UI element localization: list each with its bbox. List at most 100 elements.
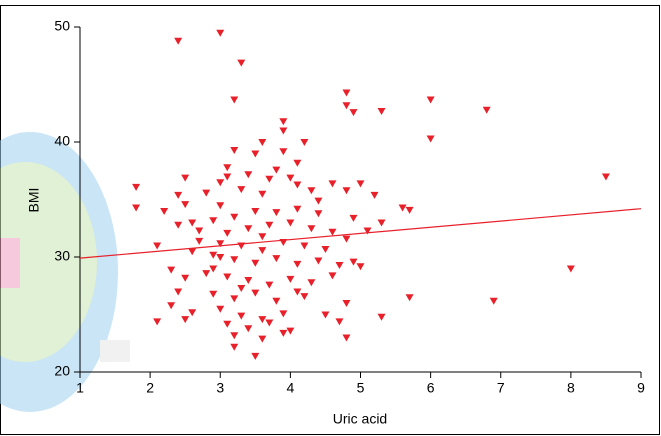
point <box>230 213 239 221</box>
point <box>202 189 211 197</box>
point <box>237 312 246 320</box>
point <box>426 135 435 143</box>
point <box>335 262 344 270</box>
point <box>293 260 302 268</box>
x-tick-label: 7 <box>497 380 505 396</box>
point <box>132 204 141 212</box>
point <box>181 316 190 324</box>
point <box>174 288 183 296</box>
point <box>265 281 274 289</box>
point <box>251 289 260 297</box>
point <box>566 265 575 273</box>
point <box>342 187 351 195</box>
background-blur <box>0 132 130 412</box>
point <box>265 319 274 327</box>
point <box>258 335 267 343</box>
point <box>601 173 610 181</box>
point <box>272 297 281 305</box>
y-tick-label: 50 <box>54 18 70 34</box>
x-tick-label: 9 <box>637 380 645 396</box>
point <box>405 294 414 302</box>
point <box>342 89 351 97</box>
y-tick-label: 20 <box>54 363 70 379</box>
point <box>377 219 386 227</box>
point <box>230 332 239 340</box>
point <box>328 228 337 236</box>
point <box>216 240 225 248</box>
point <box>209 251 218 259</box>
point <box>314 197 323 205</box>
point <box>230 343 239 351</box>
point <box>195 237 204 245</box>
point <box>356 180 365 188</box>
point <box>209 265 218 273</box>
point <box>209 217 218 225</box>
point <box>181 201 190 209</box>
point <box>300 293 309 301</box>
point <box>209 290 218 298</box>
x-tick-label: 8 <box>567 380 575 396</box>
fit-line <box>79 208 642 259</box>
x-axis-label: Uric acid <box>333 411 387 427</box>
point <box>405 206 414 214</box>
x-tick-label: 4 <box>286 380 294 396</box>
x-tick-label: 5 <box>357 380 365 396</box>
point <box>258 316 267 324</box>
point <box>230 256 239 264</box>
point <box>293 181 302 189</box>
point <box>377 313 386 321</box>
point <box>321 245 330 253</box>
point <box>167 266 176 274</box>
point <box>132 183 141 191</box>
x-tick-label: 3 <box>216 380 224 396</box>
point <box>188 309 197 317</box>
point <box>216 305 225 313</box>
x-tick-label: 1 <box>76 380 84 396</box>
point <box>307 225 316 233</box>
x-tick-label: 6 <box>427 380 435 396</box>
point <box>223 173 232 181</box>
point <box>244 325 253 333</box>
point <box>244 225 253 233</box>
point <box>237 59 246 67</box>
point <box>314 257 323 265</box>
point <box>174 191 183 199</box>
point <box>279 310 288 318</box>
point <box>167 302 176 310</box>
point <box>230 96 239 104</box>
point <box>230 295 239 303</box>
point <box>398 204 407 212</box>
point <box>251 352 260 360</box>
point <box>244 171 253 179</box>
point <box>258 247 267 255</box>
point <box>286 327 295 335</box>
point <box>181 174 190 182</box>
point <box>216 179 225 187</box>
point <box>223 164 232 172</box>
point <box>272 255 281 263</box>
point <box>265 221 274 229</box>
point <box>223 320 232 328</box>
y-tick-label: 30 <box>54 248 70 264</box>
point <box>279 148 288 156</box>
point <box>426 96 435 104</box>
point <box>482 106 491 114</box>
point <box>300 242 309 250</box>
point <box>349 258 358 266</box>
point <box>286 275 295 283</box>
point <box>223 229 232 237</box>
point <box>244 277 253 284</box>
point <box>314 210 323 218</box>
point <box>174 37 183 45</box>
point <box>195 227 204 235</box>
point <box>153 242 162 250</box>
point <box>307 187 316 195</box>
point <box>342 334 351 342</box>
point <box>251 150 260 158</box>
point <box>272 209 281 217</box>
point <box>342 102 351 110</box>
point <box>216 254 225 261</box>
point <box>251 208 260 215</box>
point <box>286 174 295 182</box>
